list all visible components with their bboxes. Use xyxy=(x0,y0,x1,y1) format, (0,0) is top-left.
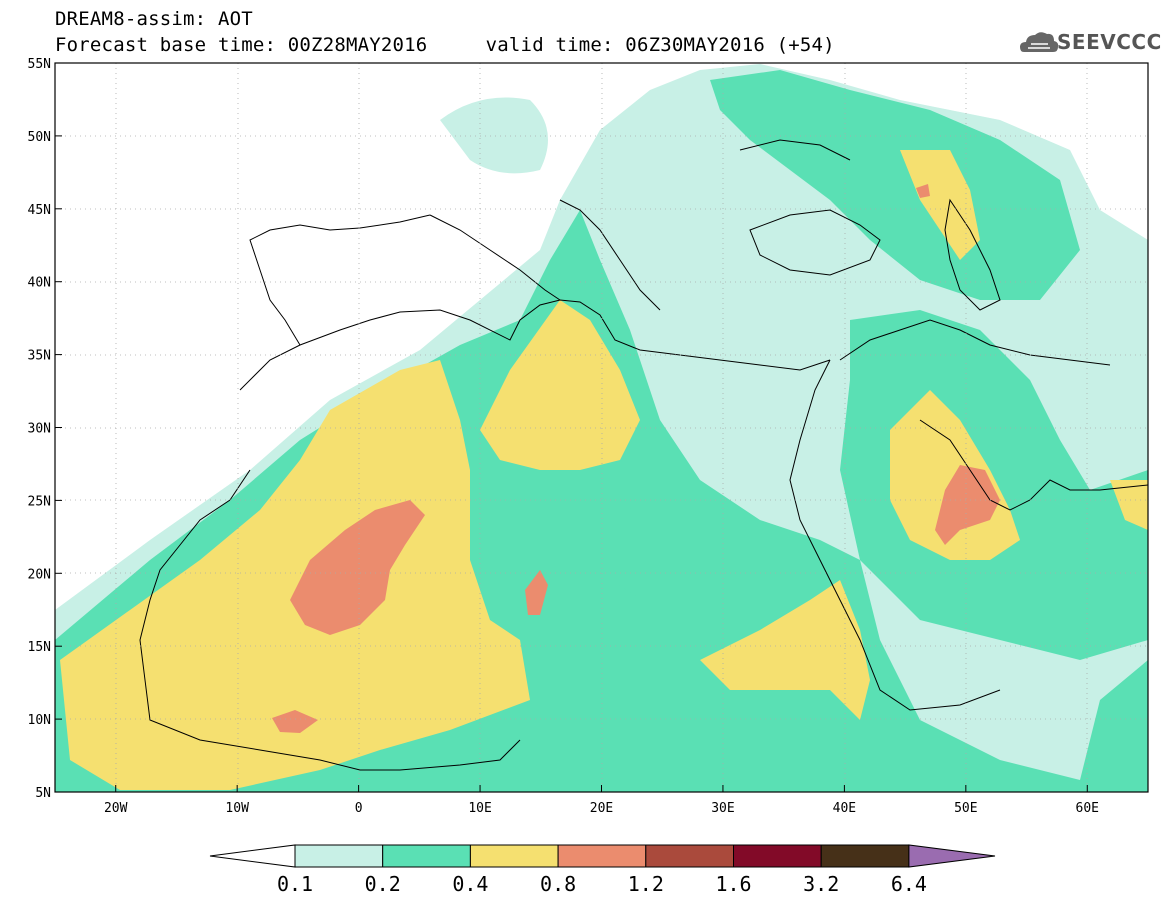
colorbar-label: 1.2 xyxy=(628,872,664,896)
lon-tick-label: 50E xyxy=(954,801,977,816)
lon-tick-label: 20W xyxy=(104,801,128,816)
lat-tick-label: 35N xyxy=(28,349,51,364)
graticule xyxy=(55,63,1148,792)
coastlines xyxy=(139,139,1148,771)
lat-tick-label: 5N xyxy=(35,786,51,801)
lat-tick-label: 50N xyxy=(28,130,51,145)
aot-contour-0.8 xyxy=(272,184,1000,733)
lon-tick-label: 30E xyxy=(711,801,734,816)
colorbar-segment xyxy=(294,844,384,868)
colorbar-segment xyxy=(557,844,647,868)
lon-tick-label: 40E xyxy=(833,801,856,816)
lon-tick-label: 10E xyxy=(468,801,491,816)
colorbar-label: 0.4 xyxy=(452,872,488,896)
lon-tick-label: 60E xyxy=(1076,801,1099,816)
colorbar-label: 0.8 xyxy=(540,872,576,896)
colorbar: 0.1 0.2 0.4 0.8 1.2 1.6 3.2 6.4 xyxy=(209,844,996,896)
colorbar-under-triangle xyxy=(209,844,296,868)
dust-field xyxy=(55,63,1148,792)
colorbar-label: 6.4 xyxy=(891,872,927,896)
forecast-time-line: Forecast base time: 00Z28MAY2016 valid t… xyxy=(55,34,835,56)
map-title: DREAM8-assim: AOT xyxy=(55,8,253,30)
lat-tick-label: 40N xyxy=(28,276,51,291)
colorbar-segment xyxy=(645,844,734,868)
lon-tick-label: 10W xyxy=(225,801,249,816)
colorbar-segment xyxy=(733,844,822,868)
lat-tick-label: 20N xyxy=(28,567,51,582)
colorbar-label: 1.6 xyxy=(715,872,751,896)
colorbar-segment xyxy=(469,844,559,868)
lat-tick-label: 25N xyxy=(28,494,51,509)
lat-tick-label: 10N xyxy=(28,713,51,728)
cloud-logo-icon xyxy=(1020,32,1059,52)
colorbar-label: 0.1 xyxy=(277,872,313,896)
lon-tick-label: 20E xyxy=(590,801,613,816)
colorbar-over-triangle xyxy=(908,844,996,868)
colorbar-label: 3.2 xyxy=(803,872,839,896)
colorbar-segment xyxy=(820,844,910,868)
lat-tick-label: 15N xyxy=(28,640,51,655)
longitude-axis: 20W 10W 0 10E 20E 30E 40E 50E 60E xyxy=(104,785,1099,816)
colorbar-label: 0.2 xyxy=(365,872,401,896)
lat-tick-label: 55N xyxy=(28,57,51,72)
colorbar-segment xyxy=(382,844,471,868)
lon-tick-label: 0 xyxy=(355,801,363,816)
lat-tick-label: 45N xyxy=(28,203,51,218)
latitude-axis: 55N 50N 45N 40N 35N 30N 25N 20N 15N 10N 5N xyxy=(28,57,62,801)
lat-tick-label: 30N xyxy=(28,422,51,437)
logo-text: SEEVCCC xyxy=(1057,30,1162,54)
